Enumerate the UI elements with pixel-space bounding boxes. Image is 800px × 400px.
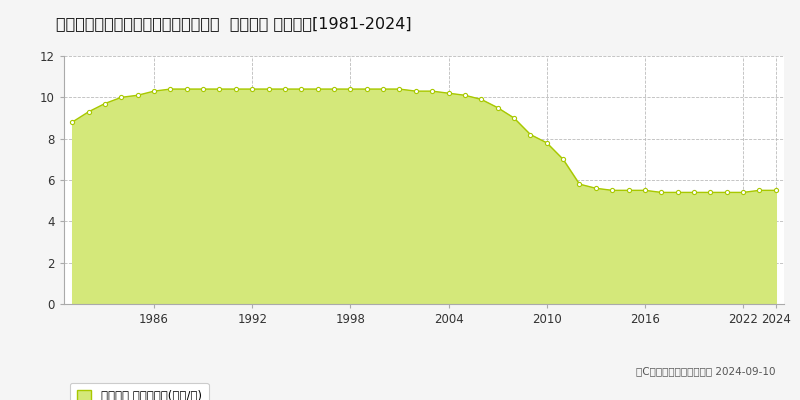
Text: 北海道釧路市緑ケ岡５丁目４７番７８  地価公示 地価推移[1981-2024]: 北海道釧路市緑ケ岡５丁目４７番７８ 地価公示 地価推移[1981-2024]: [56, 16, 412, 31]
Text: （C）土地価格ドットコム 2024-09-10: （C）土地価格ドットコム 2024-09-10: [637, 366, 776, 376]
Legend: 地価公示 平均坪単価(万円/坪): 地価公示 平均坪単価(万円/坪): [70, 382, 209, 400]
